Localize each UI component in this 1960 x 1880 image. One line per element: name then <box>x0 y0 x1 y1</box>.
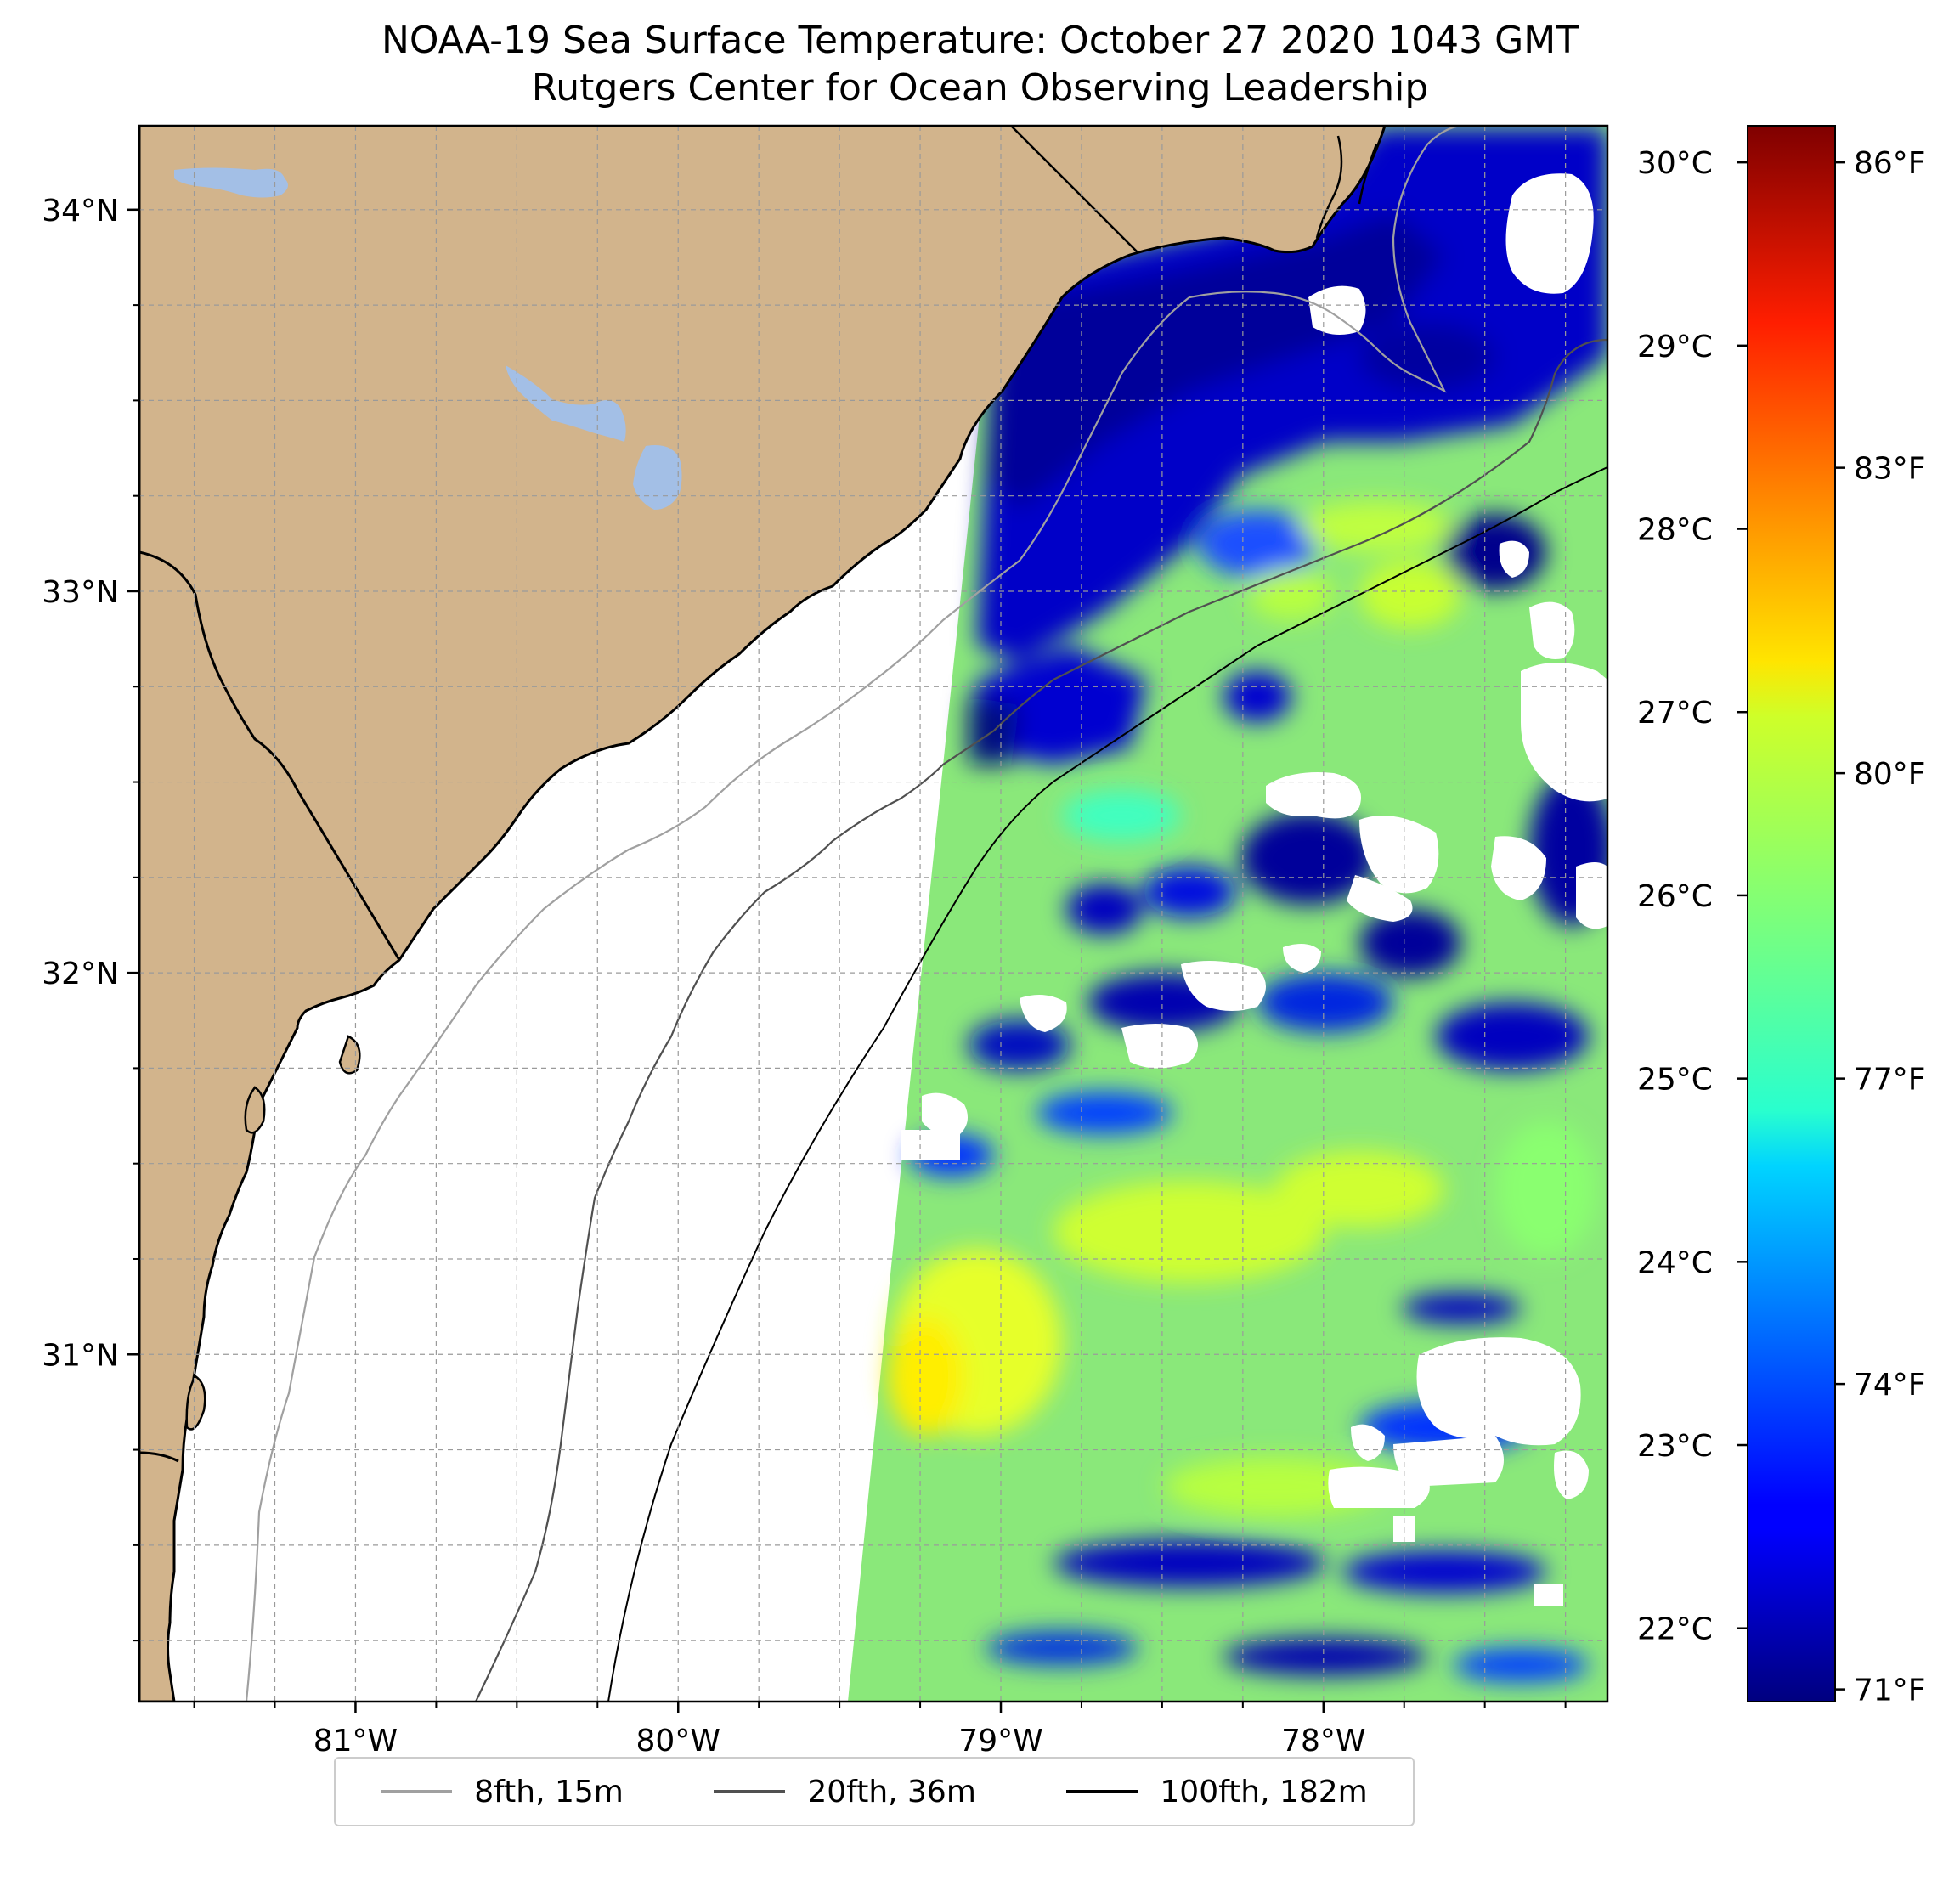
colorbar-fahrenheit-label: 83°F <box>1854 452 1926 487</box>
colorbar-fahrenheit-label: 71°F <box>1854 1674 1926 1708</box>
lon-tick-label: 79°W <box>958 1724 1042 1759</box>
isobath-20fth <box>475 338 1607 1702</box>
lat-tick-label: 32°N <box>42 957 119 991</box>
legend-item-100fth: 100fth, 182m <box>1066 1774 1368 1809</box>
isobath-legend: 8fth, 15m 20fth, 36m 100fth, 182m <box>334 1757 1415 1826</box>
colorbar-celsius-label: 29°C <box>1637 330 1713 364</box>
chart-subtitle: Rutgers Center for Ocean Observing Leade… <box>531 66 1429 110</box>
legend-swatch-100fth <box>1066 1790 1138 1793</box>
lon-tick-label: 78°W <box>1281 1724 1365 1759</box>
colorbar-ticks: 22°C 23°C 24°C 25°C 26°C 27°C 28°C 29°C 30°C 71°F… <box>1637 146 1926 1708</box>
colorbar-celsius-label: 27°C <box>1637 696 1713 731</box>
colorbar-celsius-label: 22°C <box>1637 1612 1713 1647</box>
colorbar-celsius-label: 26°C <box>1637 879 1713 914</box>
land <box>139 126 1387 1702</box>
lat-tick-label: 31°N <box>42 1338 119 1373</box>
colorbar-celsius-label: 25°C <box>1637 1063 1713 1098</box>
lon-tick-label: 81°W <box>313 1724 398 1759</box>
colorbar-celsius-label: 23°C <box>1637 1429 1713 1464</box>
colorbar-fahrenheit-label: 77°F <box>1854 1063 1926 1098</box>
legend-label-100fth: 100fth, 182m <box>1160 1774 1368 1809</box>
chart-title: NOAA-19 Sea Surface Temperature: October… <box>381 19 1579 62</box>
sst-swath <box>848 126 1607 1702</box>
lat-tick-label: 34°N <box>42 194 119 229</box>
legend-label-8fth: 8fth, 15m <box>474 1774 624 1809</box>
colorbar-fahrenheit-label: 86°F <box>1854 146 1926 181</box>
legend-swatch-8fth <box>381 1790 453 1793</box>
gridlines <box>139 126 1607 1702</box>
isobaths <box>245 126 1607 1702</box>
colorbar-celsius-label: 28°C <box>1637 513 1713 548</box>
colorbar: 22°C 23°C 24°C 25°C 26°C 27°C 28°C 29°C 30°C 71°F… <box>1637 125 1926 1708</box>
legend-item-8fth: 8fth, 15m <box>381 1775 624 1809</box>
isobath-100fth <box>607 466 1607 1702</box>
legend-swatch-20fth <box>714 1790 786 1793</box>
legend-item-20fth: 20fth, 36m <box>714 1775 976 1809</box>
isobath-8fth <box>245 126 1462 1702</box>
colorbar-fahrenheit-label: 74°F <box>1854 1368 1926 1403</box>
legend-label-20fth: 20fth, 36m <box>807 1774 976 1809</box>
colorbar-fahrenheit-label: 80°F <box>1854 757 1926 792</box>
colorbar-celsius-label: 30°C <box>1637 146 1713 181</box>
colorbar-gradient <box>1747 125 1836 1702</box>
map-axis-ticks: 81°W 80°W 79°W 78°W 34°N 33°N 32°N 31°N <box>42 194 1567 1759</box>
colorbar-celsius-label: 24°C <box>1637 1245 1713 1280</box>
lat-tick-label: 33°N <box>42 575 119 610</box>
lon-tick-label: 80°W <box>636 1724 720 1759</box>
map-frame <box>138 124 1609 1703</box>
